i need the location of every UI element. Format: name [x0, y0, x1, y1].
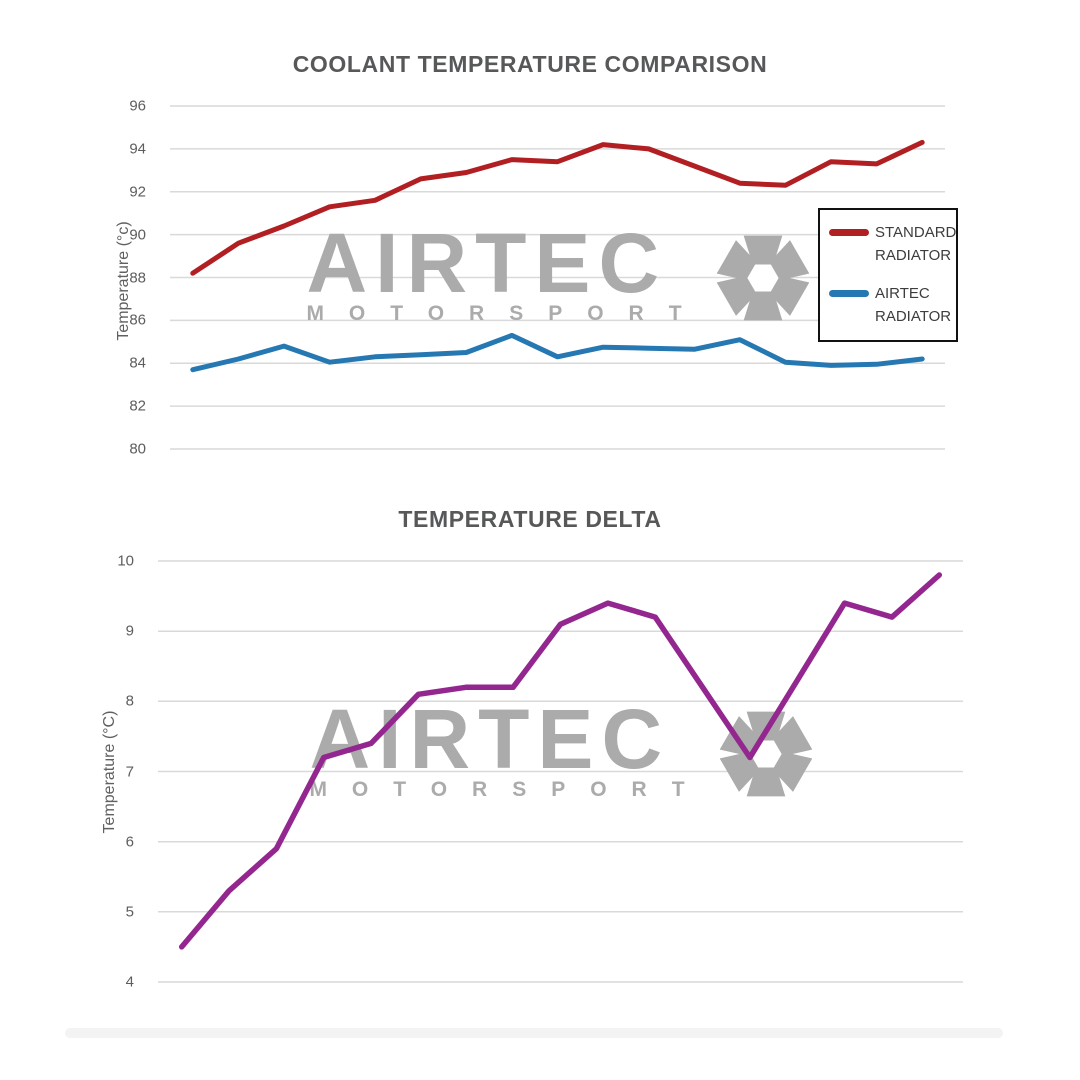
y-tick-label: 4	[125, 973, 134, 991]
y-axis-ticks: 96 94 92 90 88 86 84 82 80	[108, 98, 158, 458]
gridlines-layer	[158, 560, 963, 983]
y-tick-label: 88	[129, 269, 146, 286]
plot-area: 96 94 92 90 88 86 84 82 80 AIRTEC MOTORSPORT	[129, 98, 958, 458]
gridlines-layer	[170, 105, 945, 450]
y-axis-ticks: 10 9 8 7 6 5 4	[96, 553, 146, 991]
watermark-brand-text: AIRTEC	[309, 691, 671, 786]
legend-label-standard-radiator: STANDARD RADIATOR	[875, 224, 957, 264]
data-lines-layer	[178, 572, 943, 950]
legend: STANDARD RADIATOR AIRTEC RADIATOR	[818, 208, 958, 342]
y-tick-label: 86	[129, 311, 146, 329]
y-tick-label: 5	[125, 903, 134, 921]
y-tick-label: 96	[129, 97, 146, 115]
y-tick-label: 7	[125, 763, 134, 780]
y-tick-label: 8	[125, 692, 134, 710]
y-tick-label: 84	[129, 354, 146, 372]
legend-item-standard-radiator: STANDARD RADIATOR	[829, 221, 956, 267]
watermark-text: AIRTEC MOTORSPORT	[309, 691, 710, 801]
fan-icon	[716, 235, 809, 320]
y-tick-label: 9	[125, 622, 134, 640]
line-airtec-radiator	[190, 332, 925, 373]
footer-bar	[65, 1028, 1003, 1038]
watermark-sub-text: MOTORSPORT	[306, 301, 707, 325]
y-tick-label: 80	[129, 440, 146, 458]
airtec-watermark: AIRTEC MOTORSPORT	[170, 106, 945, 449]
y-tick-label: 6	[125, 833, 134, 851]
data-lines-layer	[190, 139, 925, 373]
line-temperature-delta	[178, 572, 943, 950]
y-tick-label: 10	[117, 552, 134, 570]
y-tick-label: 94	[129, 140, 146, 158]
legend-swatch-airtec-radiator	[829, 290, 869, 297]
fan-icon	[719, 711, 812, 796]
chart-title: COOLANT TEMPERATURE COMPARISON	[292, 51, 768, 77]
chart-title: TEMPERATURE DELTA	[398, 506, 662, 532]
watermark-sub-text: MOTORSPORT	[309, 777, 710, 801]
watermark-content: AIRTEC MOTORSPORT	[309, 691, 812, 801]
airtec-watermark: AIRTEC MOTORSPORT	[158, 561, 963, 982]
legend-label-airtec-radiator: AIRTEC RADIATOR	[875, 285, 952, 325]
y-tick-label: 92	[129, 183, 146, 201]
watermark-brand-text: AIRTEC	[306, 215, 668, 310]
watermark-content: AIRTEC MOTORSPORT	[306, 215, 809, 325]
y-tick-label: 82	[129, 397, 146, 415]
watermark-text: AIRTEC MOTORSPORT	[306, 215, 707, 325]
legend-item-airtec-radiator: AIRTEC RADIATOR	[829, 282, 952, 328]
plot-area: 10 9 8 7 6 5 4 AIRTEC MOTORSPORT	[117, 553, 963, 991]
legend-swatch-standard-radiator	[829, 229, 869, 236]
y-tick-label: 90	[129, 226, 146, 244]
line-standard-radiator	[190, 139, 925, 276]
